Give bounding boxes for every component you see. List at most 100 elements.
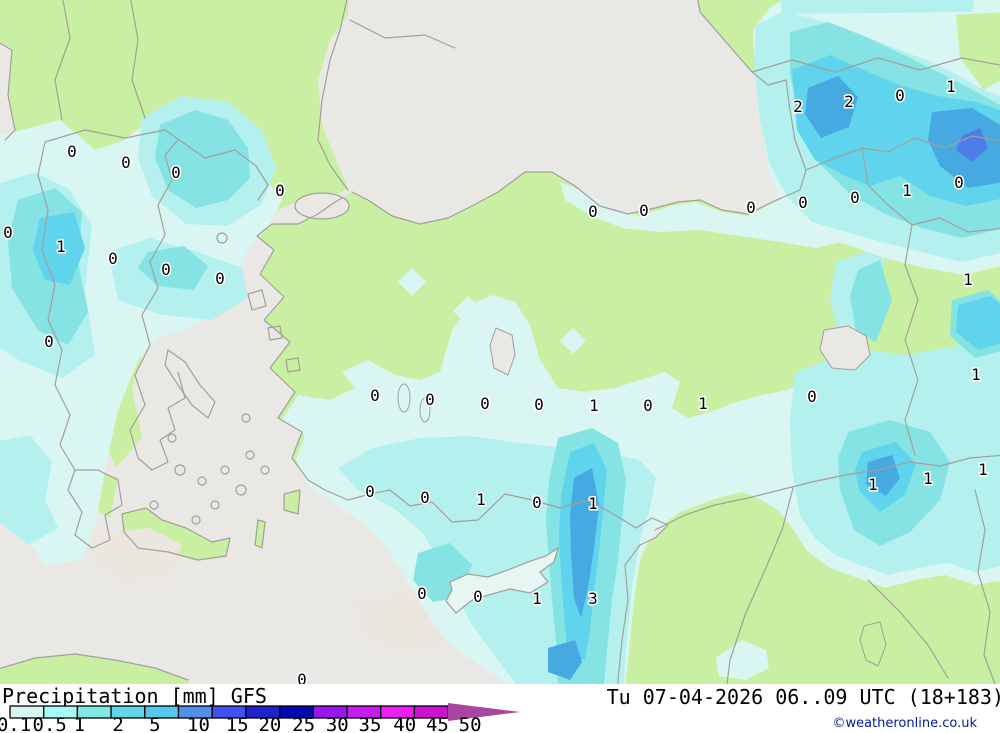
rhodes-island — [284, 490, 300, 514]
map-value-label: 0 — [850, 188, 860, 207]
map-value-label: 1 — [532, 589, 542, 608]
lake-van — [819, 325, 871, 371]
greece-west-coast — [37, 141, 123, 549]
precip-diamond-2 — [453, 296, 483, 326]
legend-tick-label: 35 — [359, 714, 382, 733]
copyright: ©weatheronline.co.uk — [832, 716, 977, 731]
precip4-levant-south — [548, 640, 582, 680]
bulgaria-turkey-border — [255, 165, 269, 201]
lakes — [397, 325, 887, 667]
precipitation-value-labels: 0 0 0 0 0 1 0 0 0 0 0 0 0 0 0 2 2 0 1 0 1 1 0 0 0 0 1 0 1 0 1 0 0 1 0 1 1 1 1 0… — [2, 76, 990, 691]
north-africa-coast — [0, 653, 189, 681]
syria-iraq-border — [867, 579, 949, 679]
adriatic-coast — [0, 42, 16, 141]
map-value-label: 0 — [417, 584, 427, 603]
precip2-east-bit — [850, 260, 892, 342]
balkan-border-2 — [130, 0, 146, 119]
legend-title: Precipitation [mm] GFS — [2, 684, 267, 708]
legend-tick-label: 0.1 — [0, 714, 31, 733]
map-value-label: 0 — [161, 260, 171, 279]
russia-inland-border — [751, 57, 1000, 73]
legend-tick-labels: 0.1 0.5 1 2 5 10 15 20 25 30 35 40 45 50 — [0, 714, 482, 733]
map-value-label: 1 — [588, 494, 598, 513]
precip4-levant-core — [570, 468, 599, 618]
map-value-label: 0 — [639, 201, 649, 220]
lake-egirdir — [419, 397, 431, 423]
legend-tick-label: 5 — [149, 714, 160, 733]
cyprus-island — [445, 546, 560, 614]
turkey-north-coast — [351, 171, 801, 225]
legend-tick-label: 15 — [226, 714, 249, 733]
iraq-border — [974, 489, 996, 685]
rhodes-outline — [283, 489, 301, 515]
map-value-label: 3 — [588, 589, 598, 608]
map-value-label: 0 — [480, 394, 490, 413]
map-value-label: 0 — [108, 249, 118, 268]
georgia-russia-coast — [697, 0, 807, 191]
balkan-border-1 — [54, 0, 71, 121]
trace-patch-aegean — [92, 528, 182, 585]
precip5-northeast-diamond — [956, 128, 988, 162]
map-value-label: 0 — [171, 163, 181, 182]
map-value-label: 0 — [895, 86, 905, 105]
syria-jordan-border — [726, 487, 794, 685]
map-value-label: 0 — [44, 332, 54, 351]
black-sea-west-coast — [317, 0, 349, 191]
map-value-label: 1 — [978, 460, 988, 479]
karpathos-outline — [254, 519, 266, 549]
legend: Precipitation [mm] GFS 0.1 0.5 1 2 5 10 15 20 25… — [0, 684, 1000, 733]
map-value-label: 1 — [589, 396, 599, 415]
legend-tick-label: 30 — [326, 714, 349, 733]
map-value-label: 0 — [67, 142, 77, 161]
map-value-label: 1 — [868, 475, 878, 494]
map-value-label: 0 — [798, 193, 808, 212]
legend-tick-label: 25 — [292, 714, 315, 733]
map-value-label: 1 — [698, 394, 708, 413]
precip4-southeast-core — [866, 455, 900, 496]
legend-color-scale — [9, 705, 449, 719]
precip2-thrace-core — [155, 110, 250, 208]
precip3-ionian — [33, 212, 85, 285]
legend-tick-label: 45 — [426, 714, 449, 733]
precip3-east-edge — [956, 296, 1000, 350]
map-value-label: 2 — [793, 97, 803, 116]
lake-tuz — [489, 327, 516, 376]
greece-north-border — [44, 129, 257, 167]
legend-arrow — [448, 703, 520, 721]
map-value-label: 0 — [473, 587, 483, 606]
map-value-label: 0 — [370, 386, 380, 405]
precip-diamond-3 — [560, 328, 586, 354]
map-value-label: 0 — [746, 198, 756, 217]
map-value-label: 0 — [365, 482, 375, 501]
map-value-label: 0 — [643, 396, 653, 415]
lake-beysehir — [397, 383, 411, 413]
map-value-label: 1 — [923, 469, 933, 488]
legend-tick-label: 0.5 — [33, 714, 67, 733]
green-notch-northeast — [956, 12, 1000, 90]
lake-assad — [859, 621, 887, 667]
map-value-label: 0 — [121, 153, 131, 172]
legend-tick-label: 2 — [112, 714, 123, 733]
map-value-label: 0 — [954, 173, 964, 192]
map-value-label: 1 — [476, 490, 486, 509]
legend-tick-label: 10 — [187, 714, 210, 733]
marmara-outline — [294, 192, 350, 220]
map-value-label: 0 — [215, 269, 225, 288]
aegean-islands — [149, 232, 301, 525]
map-value-label: 0 — [588, 202, 598, 221]
map-value-label: 1 — [971, 365, 981, 384]
precip4-northeast-left — [805, 76, 858, 138]
greece-east-coast — [129, 139, 186, 471]
map-value-label: 0 — [425, 390, 435, 409]
turkey-west-south-coast — [256, 197, 669, 733]
romania-border — [349, 19, 456, 49]
map-value-label: 2 — [844, 92, 854, 111]
precip1-ionian-south — [0, 435, 58, 545]
map-value-label: 0 — [275, 181, 285, 200]
map-value-label: 0 — [532, 493, 542, 512]
map-value-label: 0 — [3, 223, 13, 242]
legend-tick-label: 40 — [393, 714, 416, 733]
